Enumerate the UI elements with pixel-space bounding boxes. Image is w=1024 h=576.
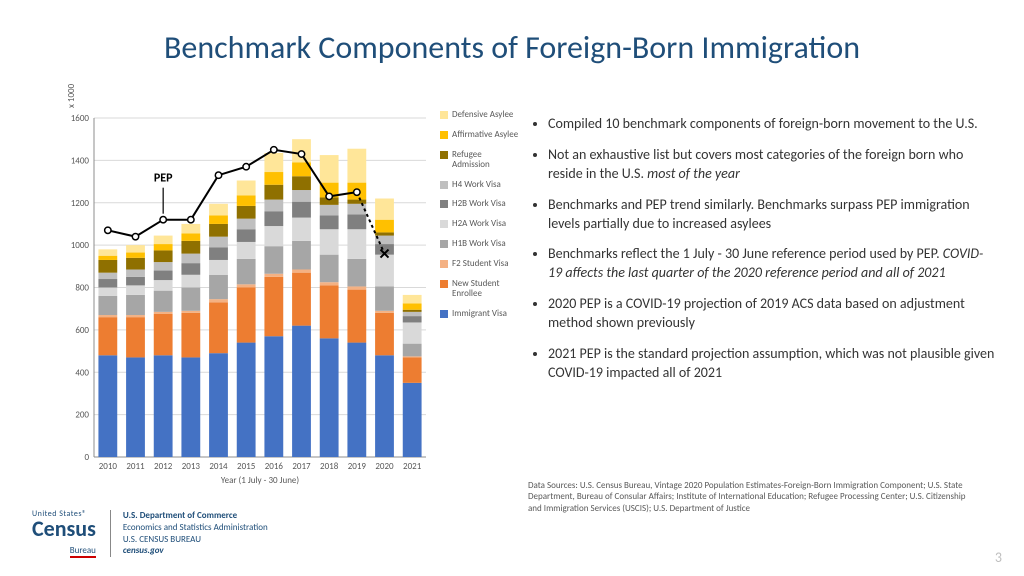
legend-swatch <box>440 151 448 159</box>
page-number: 3 <box>995 549 1002 566</box>
department-block: U.S. Department of Commerce Economics an… <box>110 510 268 557</box>
legend-label: Immigrant Visa <box>452 309 520 319</box>
footer-logo-block: United States® Census Bureau U.S. Depart… <box>32 509 268 558</box>
svg-text:600: 600 <box>75 325 89 336</box>
legend-label: F2 Student Visa <box>452 259 520 269</box>
svg-text:800: 800 <box>75 283 89 294</box>
legend-item: H1B Work Visa <box>440 239 520 249</box>
legend-swatch <box>440 131 448 139</box>
svg-text:2011: 2011 <box>126 461 145 472</box>
legend-swatch <box>440 310 448 318</box>
legend-swatch <box>440 200 448 208</box>
svg-text:2020: 2020 <box>375 461 394 472</box>
legend-item: H4 Work Visa <box>440 180 520 190</box>
svg-text:PEP: PEP <box>154 172 173 186</box>
bullet-item: Benchmarks reflect the 1 July - 30 June … <box>548 245 995 283</box>
legend-label: H4 Work Visa <box>452 180 520 190</box>
dept-line-1: U.S. Department of Commerce <box>123 510 268 522</box>
svg-text:1400: 1400 <box>71 155 90 166</box>
legend-label: Refugee Admission <box>452 150 520 170</box>
bullet-list: Compiled 10 benchmark components of fore… <box>530 115 995 395</box>
legend-item: Defensive Asylee <box>440 110 520 120</box>
legend-item: New Student Enrollee <box>440 279 520 299</box>
page-title: Benchmark Components of Foreign-Born Imm… <box>0 28 1024 67</box>
y-multiplier-label: x 1000 <box>66 84 77 108</box>
logo-bureau-text: Bureau <box>70 545 96 558</box>
legend-label: H1B Work Visa <box>452 239 520 249</box>
legend-label: Defensive Asylee <box>452 110 520 120</box>
legend-swatch <box>440 220 448 228</box>
legend-item: Refugee Admission <box>440 150 520 170</box>
svg-text:2019: 2019 <box>348 461 367 472</box>
data-sources-note: Data Sources: U.S. Census Bureau, Vintag… <box>528 480 978 514</box>
svg-text:400: 400 <box>75 367 89 378</box>
legend-swatch <box>440 260 448 268</box>
legend-swatch <box>440 280 448 288</box>
svg-text:1000: 1000 <box>71 240 90 251</box>
svg-text:2018: 2018 <box>320 461 339 472</box>
svg-text:2013: 2013 <box>182 461 201 472</box>
svg-text:1200: 1200 <box>71 198 90 209</box>
svg-text:2015: 2015 <box>237 461 256 472</box>
svg-text:Year (1 July - 30 June): Year (1 July - 30 June) <box>221 475 300 486</box>
svg-text:2014: 2014 <box>209 461 228 472</box>
stacked-bar-chart: 0 200 400 600 800 1000 1200 1400 1600 2010 2011 201… <box>62 110 482 495</box>
legend-label: Affirmative Asylee <box>452 130 520 140</box>
legend-swatch <box>440 181 448 189</box>
bullet-item: Not an exhaustive list but covers most c… <box>548 146 995 184</box>
legend-item: F2 Student Visa <box>440 259 520 269</box>
chart-legend: Defensive Asylee Affirmative Asylee Refuge… <box>440 110 520 329</box>
legend-swatch <box>440 111 448 119</box>
bullet-item: 2020 PEP is a COVID-19 projection of 201… <box>548 295 995 333</box>
dept-line-3: U.S. CENSUS BUREAU <box>123 534 268 546</box>
bullet-item: Compiled 10 benchmark components of fore… <box>548 115 995 134</box>
legend-swatch <box>440 240 448 248</box>
legend-item: H2B Work Visa <box>440 199 520 209</box>
dept-line-4: census.gov <box>123 545 268 557</box>
legend-item: Immigrant Visa <box>440 309 520 319</box>
svg-text:1600: 1600 <box>71 113 90 124</box>
svg-text:2016: 2016 <box>265 461 284 472</box>
dept-line-2: Economics and Statistics Administration <box>123 522 268 534</box>
svg-text:0: 0 <box>84 452 89 463</box>
legend-label: H2B Work Visa <box>452 199 520 209</box>
svg-text:2010: 2010 <box>99 461 118 472</box>
legend-label: H2A Work Visa <box>452 219 520 229</box>
svg-text:2012: 2012 <box>154 461 173 472</box>
slide: Benchmark Components of Foreign-Born Imm… <box>0 0 1024 576</box>
legend-label: New Student Enrollee <box>452 279 520 299</box>
svg-text:2017: 2017 <box>292 461 311 472</box>
bullet-item: 2021 PEP is the standard projection assu… <box>548 345 995 383</box>
legend-item: H2A Work Visa <box>440 219 520 229</box>
svg-text:200: 200 <box>75 410 89 421</box>
logo-big-text: Census <box>32 519 96 539</box>
census-logo: United States® Census Bureau <box>32 509 96 558</box>
chart-svg: 0 200 400 600 800 1000 1200 1400 1600 2010 2011 201… <box>62 110 432 495</box>
bullet-item: Benchmarks and PEP trend similarly. Benc… <box>548 196 995 234</box>
legend-item: Affirmative Asylee <box>440 130 520 140</box>
svg-text:2021: 2021 <box>403 461 422 472</box>
